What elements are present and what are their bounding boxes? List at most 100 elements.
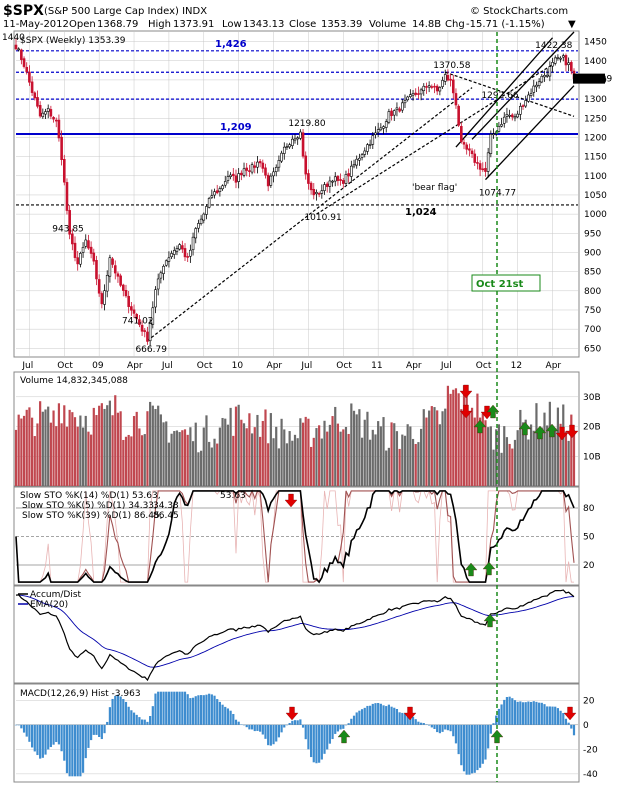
macd-hist-bar	[165, 691, 168, 725]
sto-value-2: 34.33	[153, 501, 179, 511]
red-down-arrow-icon	[284, 493, 298, 508]
macd-hist-bar	[334, 724, 337, 734]
volume-bar	[462, 385, 466, 486]
price-x-tick-label: Oct	[197, 361, 213, 371]
volume-bar	[446, 385, 450, 486]
macd-hist-bar	[200, 695, 203, 725]
candle-body	[508, 114, 511, 117]
macd-hist-bar	[331, 724, 334, 740]
candle-body	[301, 132, 305, 157]
volume-bar	[178, 432, 181, 486]
volume-bar	[441, 411, 444, 486]
macd-hist-bar	[301, 724, 305, 728]
candle-body	[119, 275, 122, 286]
macd-hist-bar	[489, 724, 492, 734]
candle-body	[478, 163, 482, 170]
volume-bar	[264, 409, 267, 486]
volume-bar	[200, 450, 203, 486]
macd-y-tick-label: -40	[583, 770, 598, 780]
sto-y-tick-label: 20	[583, 561, 595, 571]
macd-hist-bar	[385, 706, 388, 725]
price-x-tick-label: Apr	[546, 361, 562, 371]
volume-bar	[363, 419, 366, 486]
price-panel-frame	[13, 30, 580, 358]
volume-bar	[210, 447, 213, 486]
macd-hist-bar	[551, 706, 554, 725]
candle-body	[154, 289, 157, 308]
volume-bar	[385, 450, 388, 486]
watermark: © StockCharts.com	[470, 6, 568, 17]
volume-bar	[312, 437, 315, 486]
macd-hist-bar	[87, 724, 90, 748]
price-annotation: 741.02	[122, 316, 153, 326]
candle-body	[151, 307, 155, 325]
volume-bar	[87, 431, 90, 486]
candle-body	[234, 175, 238, 183]
macd-hist-bar	[151, 706, 154, 725]
volume-bar	[162, 422, 165, 486]
green-up-arrow-icon	[482, 561, 496, 576]
candle-body	[79, 253, 82, 265]
macd-hist-bar	[261, 724, 264, 735]
candle-body	[54, 119, 58, 122]
volume-bar	[414, 443, 417, 486]
level-label: 1,426	[215, 39, 247, 50]
volume-panel: 10B 20B 30B	[14, 385, 601, 486]
candle-body	[358, 157, 361, 161]
volume-bar	[497, 424, 500, 486]
volume-bar	[106, 405, 109, 486]
macd-hist-bar	[253, 724, 256, 732]
volume-bar	[197, 452, 200, 486]
candle-body	[156, 278, 160, 290]
volume-bar	[81, 427, 85, 486]
candle-body	[178, 244, 181, 250]
macd-hist-bar	[210, 694, 213, 725]
volume-legend: Volume 14,832,345,088	[20, 376, 128, 386]
macd-hist-bar	[352, 715, 356, 725]
volume-bar	[403, 435, 407, 486]
macd-hist-bar	[511, 698, 514, 725]
candle-body	[422, 85, 426, 91]
macd-hist-bar	[309, 724, 313, 758]
volume-bar	[551, 430, 554, 486]
volume-bar	[181, 430, 184, 486]
volume-bar	[422, 409, 425, 486]
macd-hist-bar	[428, 724, 431, 726]
price-y-tick-label: 650	[584, 344, 601, 354]
macd-hist-bar	[315, 724, 318, 764]
volume-bar	[205, 415, 208, 486]
candle-body	[97, 279, 101, 294]
volume-bar	[334, 406, 337, 486]
macd-hist-bar	[347, 723, 350, 725]
macd-hist-bar	[68, 724, 71, 777]
volume-bar	[130, 436, 133, 486]
ema20-line	[16, 594, 574, 668]
macd-hist-bar	[146, 721, 149, 725]
chg-down-arrow-icon[interactable]: ▼	[568, 19, 576, 30]
candle-body	[443, 74, 447, 82]
volume-bar	[41, 411, 44, 486]
sto-legend-1: Slow STO %K(14) %D(1) 53.63,	[20, 491, 161, 501]
volume-bar	[44, 409, 47, 486]
volume-bar	[57, 403, 61, 486]
candle-body	[197, 223, 200, 229]
volume-bar	[103, 408, 106, 486]
open-value: 1368.79	[97, 19, 138, 30]
candle-body	[277, 160, 281, 168]
low-value: 1343.13	[243, 19, 284, 30]
volume-bar	[342, 429, 345, 486]
volume-bar	[433, 407, 436, 486]
macd-hist-bar	[462, 724, 466, 772]
candle-body	[111, 258, 114, 265]
sto-value-1: 53.63	[220, 491, 246, 501]
price-annotation: 666.79	[135, 345, 167, 355]
volume-bar	[218, 427, 221, 486]
candle-body	[253, 165, 257, 168]
candle-body	[170, 253, 173, 258]
volume-bar	[202, 427, 205, 486]
candle-body	[261, 162, 265, 169]
sto-y-tick-label: 80	[583, 504, 595, 514]
candle-body	[537, 81, 541, 87]
candle-body	[272, 171, 275, 177]
volume-bar	[495, 429, 498, 486]
